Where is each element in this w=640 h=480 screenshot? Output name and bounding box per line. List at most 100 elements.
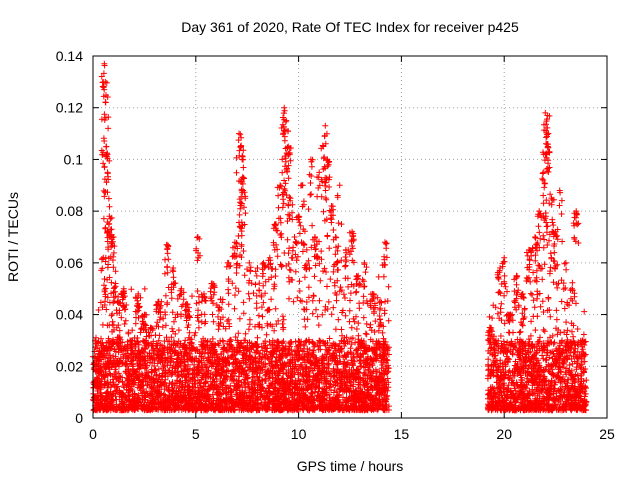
data-point	[527, 406, 534, 413]
data-point	[127, 404, 133, 411]
data-point	[540, 355, 547, 362]
data-point	[212, 405, 219, 412]
data-point	[381, 384, 388, 391]
data-point	[261, 344, 268, 351]
data-point	[166, 404, 173, 411]
data-point	[149, 404, 156, 411]
data-point	[162, 376, 169, 383]
data-point	[205, 406, 212, 413]
data-point	[563, 402, 570, 408]
data-point	[255, 405, 262, 412]
data-point	[335, 316, 342, 323]
data-point	[262, 338, 269, 345]
data-point	[303, 364, 310, 371]
data-point	[262, 355, 269, 362]
data-point	[126, 396, 133, 403]
data-point	[293, 397, 300, 404]
data-point	[381, 392, 388, 399]
data-point	[286, 343, 293, 350]
data-point	[164, 344, 171, 351]
data-point	[175, 355, 181, 362]
data-point	[240, 367, 247, 374]
data-point	[187, 351, 194, 357]
data-point	[336, 353, 343, 359]
data-point	[158, 354, 165, 361]
data-point	[188, 395, 195, 402]
data-point	[376, 369, 383, 376]
data-point	[489, 369, 496, 376]
data-point	[340, 366, 347, 372]
data-point	[133, 404, 140, 411]
data-point	[232, 292, 238, 299]
data-point	[271, 407, 278, 413]
data-point	[530, 361, 537, 368]
data-point	[551, 379, 558, 386]
x-tick-label: 0	[89, 426, 97, 442]
data-point	[149, 385, 156, 392]
data-point	[332, 396, 339, 403]
data-point	[531, 367, 538, 374]
data-point	[145, 357, 151, 364]
data-point	[564, 380, 571, 386]
y-tick-label: 0.08	[56, 203, 83, 219]
data-point	[119, 339, 126, 346]
data-point	[355, 366, 362, 373]
data-point	[336, 370, 343, 377]
data-point	[266, 390, 273, 397]
data-point	[143, 388, 150, 395]
data-point	[311, 343, 318, 350]
data-point	[246, 348, 253, 355]
data-point	[186, 329, 193, 336]
data-point	[115, 403, 122, 410]
data-point	[355, 381, 362, 388]
data-point	[123, 406, 130, 413]
data-point	[234, 381, 241, 388]
data-point	[284, 398, 291, 405]
data-point	[270, 342, 276, 349]
data-point	[505, 382, 512, 389]
data-point	[259, 378, 266, 384]
x-tick-label: 15	[394, 426, 410, 442]
y-tick-label: 0	[75, 410, 83, 426]
data-point	[238, 360, 245, 367]
data-point	[295, 376, 302, 382]
data-point	[105, 366, 112, 373]
data-point	[248, 378, 255, 385]
data-point	[150, 338, 157, 345]
data-point	[173, 377, 180, 384]
data-point	[188, 356, 195, 363]
data-point	[198, 354, 205, 360]
data-point	[489, 336, 496, 342]
y-tick-label: 0.14	[56, 48, 83, 64]
data-point	[162, 367, 169, 374]
data-point	[279, 313, 286, 320]
data-point	[378, 359, 385, 366]
data-point	[322, 407, 329, 413]
data-point	[369, 402, 376, 409]
data-point	[287, 351, 293, 358]
data-point	[114, 358, 121, 364]
data-point	[365, 387, 372, 393]
data-point	[525, 341, 532, 348]
data-point	[104, 379, 111, 386]
data-point	[276, 368, 283, 375]
data-point	[234, 337, 241, 344]
data-point	[376, 385, 383, 392]
data-point	[525, 355, 532, 361]
data-point	[231, 347, 238, 354]
data-point	[487, 392, 494, 399]
data-point	[94, 405, 101, 412]
data-point	[342, 381, 349, 388]
data-point	[246, 386, 253, 392]
data-point	[559, 337, 565, 344]
data-point	[244, 400, 250, 407]
data-point	[354, 350, 361, 357]
data-point	[311, 362, 318, 369]
data-point	[243, 361, 250, 368]
data-point	[322, 340, 329, 347]
data-point	[317, 393, 324, 400]
data-point	[269, 374, 276, 381]
data-point	[498, 392, 505, 399]
data-point	[582, 401, 588, 408]
